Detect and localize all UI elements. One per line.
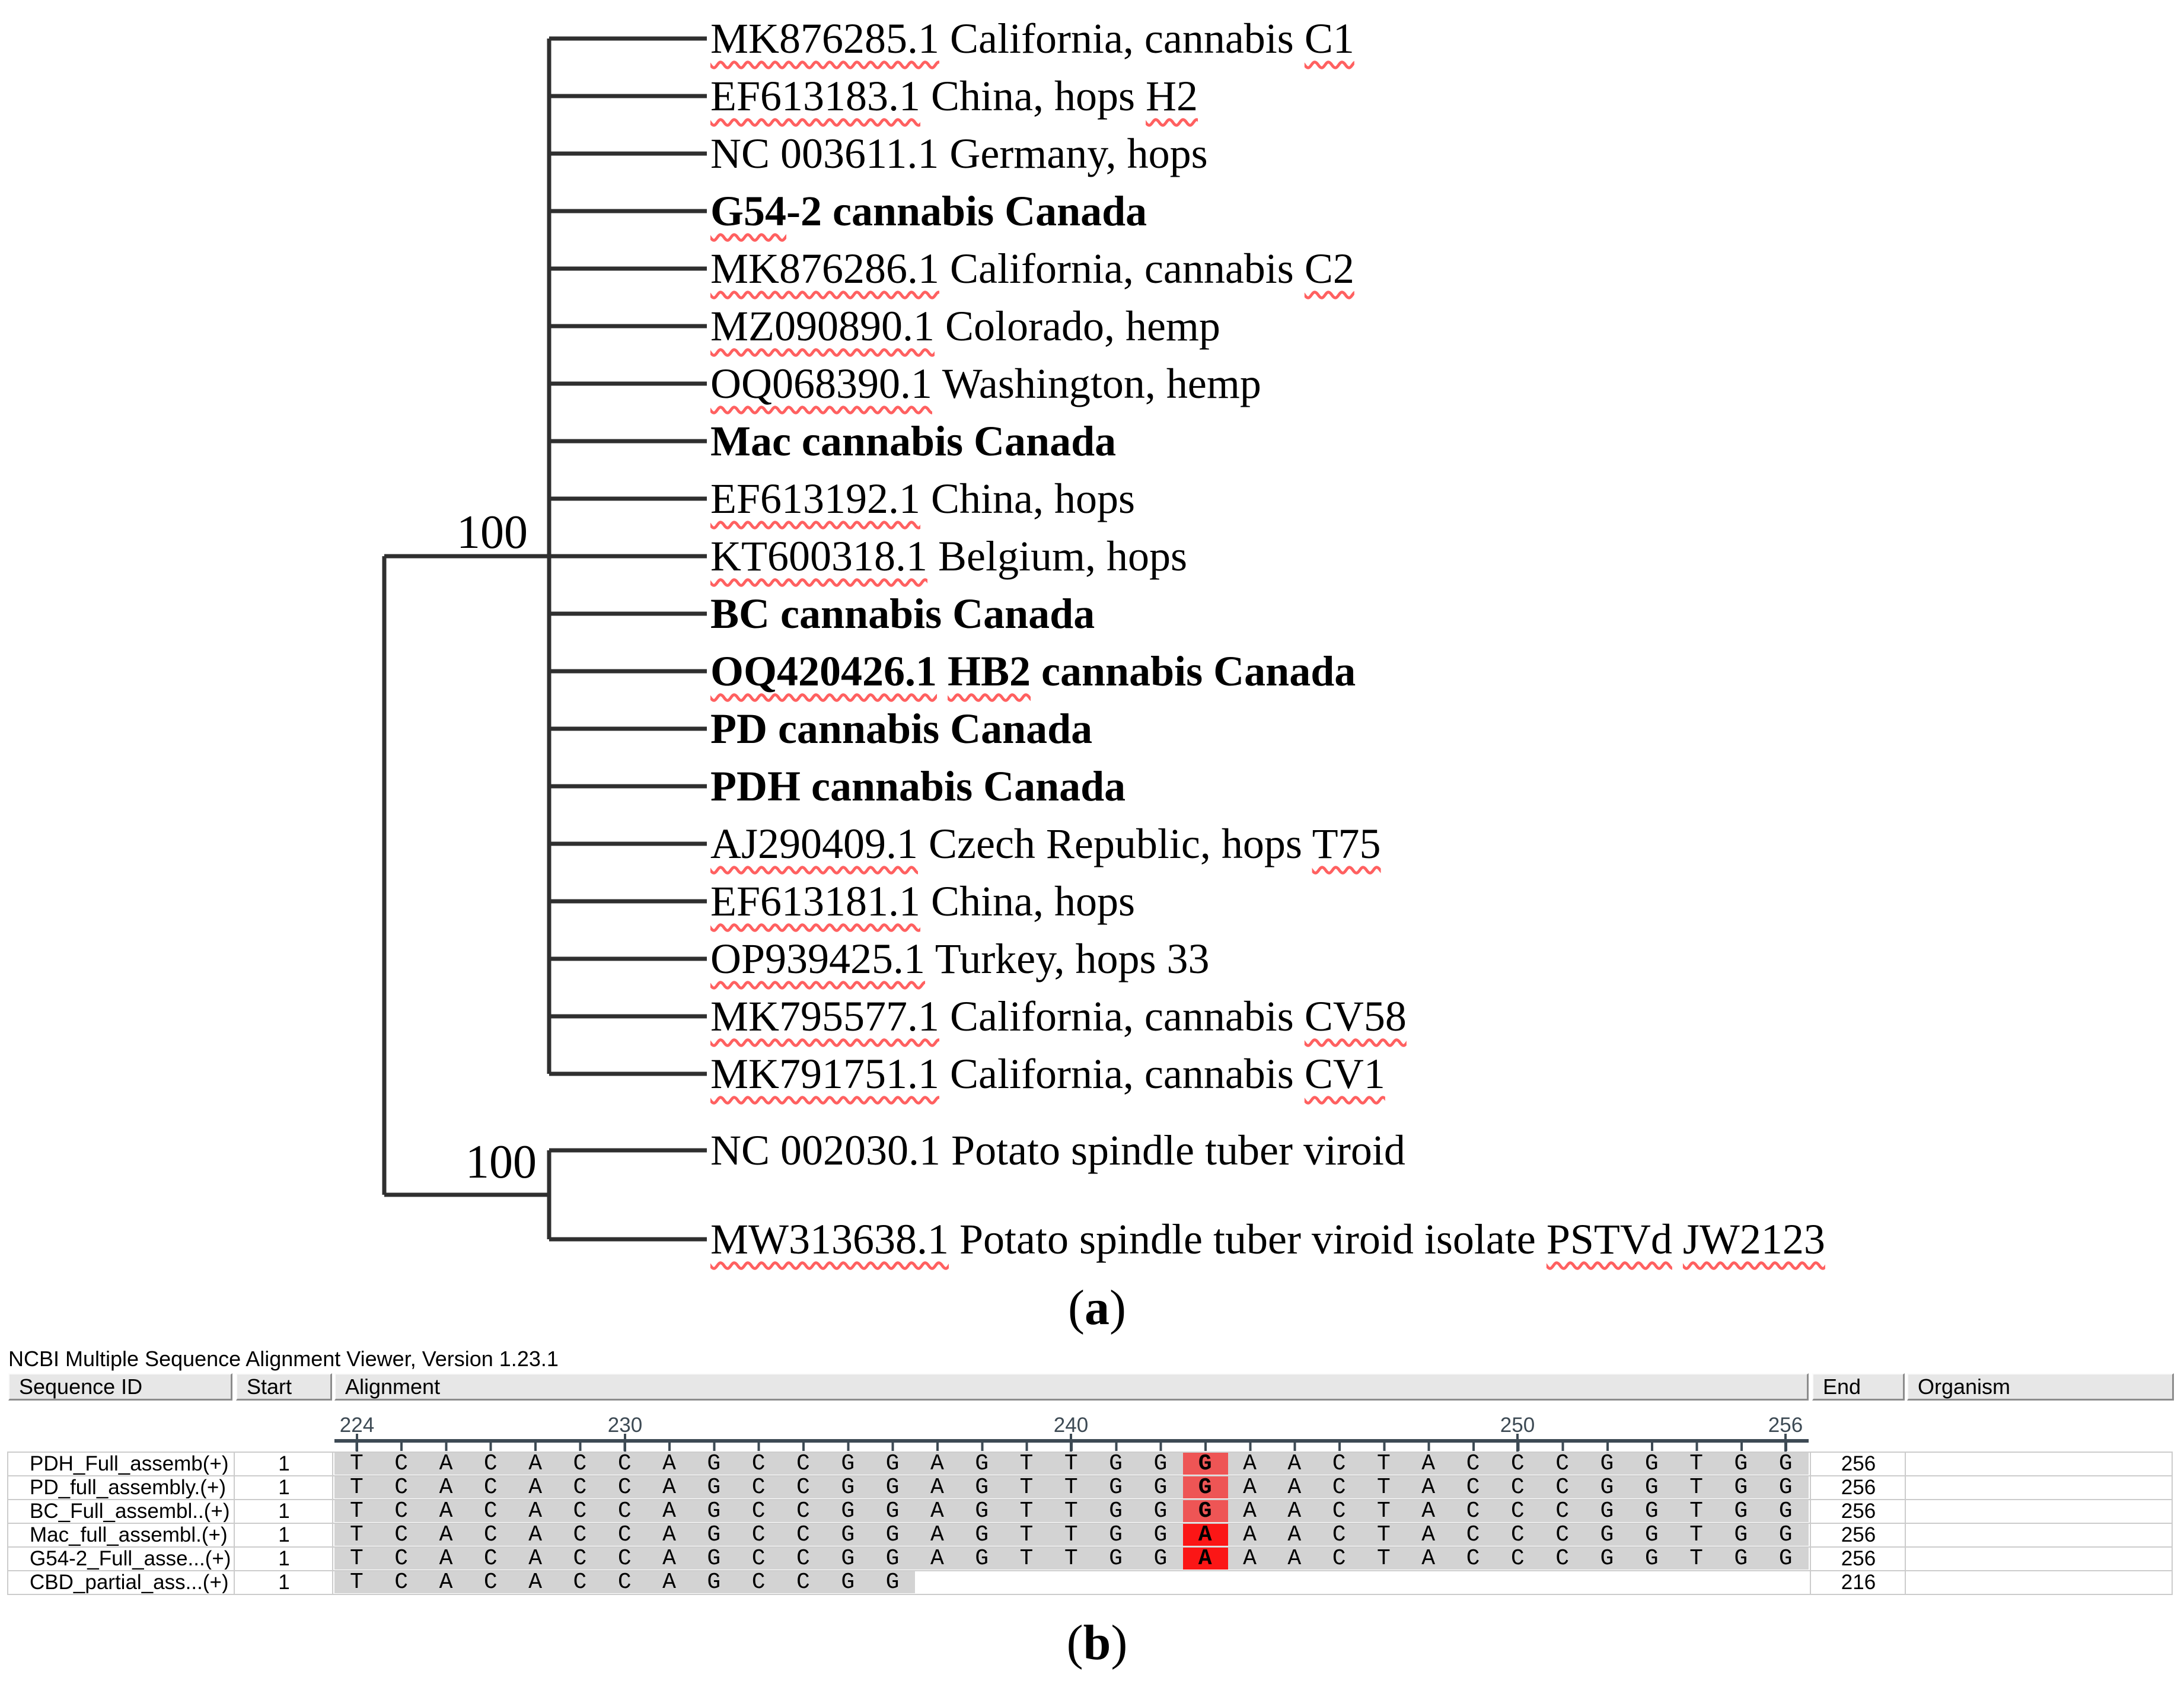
table-gridline: [7, 1452, 2172, 1453]
end-cell: 256: [1841, 1476, 1876, 1499]
alignment-track: [334, 1524, 1809, 1546]
ruler-tick-label: 256: [1768, 1414, 1803, 1437]
sequence-id-cell[interactable]: PDH_Full_assemb(+): [30, 1453, 229, 1475]
table-gridline: [7, 1546, 2172, 1548]
tree-tip-label: EF613183.1 China, hops H2: [710, 72, 1198, 120]
column-header-alignment[interactable]: Alignment: [334, 1373, 1809, 1401]
msa-viewer-title: NCBI Multiple Sequence Alignment Viewer,…: [8, 1347, 559, 1371]
variant-cell-g: [1183, 1476, 1228, 1498]
tree-tip-label: PD cannabis Canada: [710, 705, 1093, 752]
column-header-sequence-id[interactable]: Sequence ID: [8, 1373, 232, 1401]
table-gridline: [234, 1452, 235, 1595]
alignment-sequence[interactable]: TCACACCAGCCGGAGTTGGGAACTACCCGGTGG: [350, 1475, 1824, 1500]
variant-cell-g: [1183, 1453, 1228, 1475]
tree-tip-label: AJ290409.1 Czech Republic, hops T75: [710, 820, 1381, 867]
ruler-tick-label: 224: [339, 1414, 375, 1437]
tree-tip-label: Mac cannabis Canada: [710, 417, 1117, 465]
tree-tip-label: EF613181.1 China, hops: [710, 878, 1136, 925]
tree-tip-label: MK795577.1 California, cannabis CV58: [710, 993, 1407, 1040]
organism-cell: [1907, 1476, 2172, 1498]
organism-cell: [1907, 1500, 2172, 1522]
ruler-bar: [334, 1439, 1809, 1443]
column-header-end[interactable]: End: [1812, 1373, 1905, 1401]
alignment-sequence[interactable]: TCACACCAGCCGGAGTTGGAAACTACCCGGTGG: [350, 1546, 1824, 1571]
tree-tip-label: MW313638.1 Potato spindle tuber viroid i…: [710, 1216, 1825, 1263]
alignment-sequence[interactable]: TCACACCAGCCGGAGTTGGGAACTACCCGGTGG: [350, 1451, 1824, 1476]
sequence-id-cell[interactable]: PD_full_assembly.(+): [30, 1476, 226, 1498]
start-cell: 1: [278, 1571, 290, 1594]
start-cell: 1: [278, 1452, 290, 1475]
ruler-tick-label: 250: [1500, 1414, 1535, 1437]
bootstrap-label-top: 100: [457, 506, 528, 559]
ruler-minor-ticks: [334, 1443, 1809, 1451]
tree-tip-label: MK876285.1 California, cannabis C1: [710, 15, 1354, 62]
sequence-id-cell[interactable]: Mac_full_assembl.(+): [30, 1524, 228, 1546]
variant-cell-a: [1183, 1524, 1228, 1546]
end-cell: 256: [1841, 1523, 1876, 1546]
panel-b-caption: (b): [1066, 1615, 1128, 1670]
table-gridline: [7, 1570, 2172, 1571]
alignment-sequence[interactable]: TCACACCAGCCGGAGTTGGGAACTACCCGGTGG: [350, 1498, 1824, 1524]
tree-tip-label: MZ090890.1 Colorado, hemp: [710, 302, 1220, 350]
tree-tip-label: G54-2 cannabis Canada: [710, 187, 1147, 235]
start-cell: 1: [278, 1523, 290, 1546]
organism-cell: [1907, 1548, 2172, 1570]
start-cell: 1: [278, 1547, 290, 1570]
alignment-track: [334, 1453, 1809, 1475]
tree-tip-label: NC 002030.1 Potato spindle tuber viroid: [710, 1127, 1405, 1174]
tree-tip-label: OQ420426.1 HB2 cannabis Canada: [710, 647, 1356, 695]
table-gridline: [2172, 1452, 2173, 1595]
alignment-track: [334, 1571, 915, 1593]
end-cell: 256: [1841, 1547, 1876, 1570]
column-header-organism[interactable]: Organism: [1907, 1373, 2174, 1401]
ruler-tick-label: 240: [1053, 1414, 1089, 1437]
table-gridline: [7, 1594, 2172, 1595]
alignment-sequence[interactable]: TCACACCAGCCGG: [350, 1570, 930, 1595]
start-cell: 1: [278, 1476, 290, 1499]
table-gridline: [1905, 1452, 1906, 1595]
tree-tip-label: OP939425.1 Turkey, hops 33: [710, 935, 1210, 983]
phylo-tree-svg: [382, 36, 707, 1242]
alignment-track: [334, 1548, 1809, 1570]
tree-tip-label: MK791751.1 California, cannabis CV1: [710, 1050, 1385, 1098]
tree-tip-label: MK876286.1 California, cannabis C2: [710, 245, 1354, 292]
alignment-track: [334, 1500, 1809, 1522]
alignment-sequence[interactable]: TCACACCAGCCGGAGTTGGAAACTACCCGGTGG: [350, 1522, 1824, 1548]
variant-cell-a: [1183, 1548, 1228, 1570]
table-gridline: [7, 1452, 8, 1595]
sequence-id-cell[interactable]: CBD_partial_ass...(+): [30, 1571, 229, 1593]
bootstrap-label-bottom: 100: [466, 1136, 537, 1188]
table-gridline: [7, 1523, 2172, 1524]
end-cell: 256: [1841, 1452, 1876, 1475]
table-gridline: [7, 1499, 2172, 1500]
tree-branches: [382, 36, 707, 1242]
sequence-id-cell[interactable]: BC_Full_assembl..(+): [30, 1500, 230, 1522]
tree-tip-label: PDH cannabis Canada: [710, 763, 1126, 810]
table-gridline: [332, 1452, 333, 1595]
tree-tip-label: BC cannabis Canada: [710, 590, 1095, 637]
start-cell: 1: [278, 1500, 290, 1523]
tree-tip-label: NC 003611.1 Germany, hops: [710, 130, 1208, 177]
panel-a-caption: (a): [1068, 1280, 1126, 1335]
variant-cell-g: [1183, 1500, 1228, 1522]
table-gridline: [7, 1475, 2172, 1476]
ruler-tick-label: 230: [607, 1414, 643, 1437]
organism-cell: [1907, 1571, 2172, 1593]
end-cell: 256: [1841, 1500, 1876, 1523]
organism-cell: [1907, 1524, 2172, 1546]
tree-tip-label: KT600318.1 Belgium, hops: [710, 532, 1187, 580]
organism-cell: [1907, 1453, 2172, 1475]
alignment-track: [334, 1476, 1809, 1498]
column-header-start[interactable]: Start: [236, 1373, 332, 1401]
tree-tip-label: OQ068390.1 Washington, hemp: [710, 360, 1261, 407]
tree-tip-label: EF613192.1 China, hops: [710, 475, 1136, 522]
sequence-id-cell[interactable]: G54-2_Full_asse...(+): [30, 1548, 231, 1570]
table-gridline: [1810, 1452, 1811, 1595]
end-cell: 216: [1841, 1571, 1876, 1594]
